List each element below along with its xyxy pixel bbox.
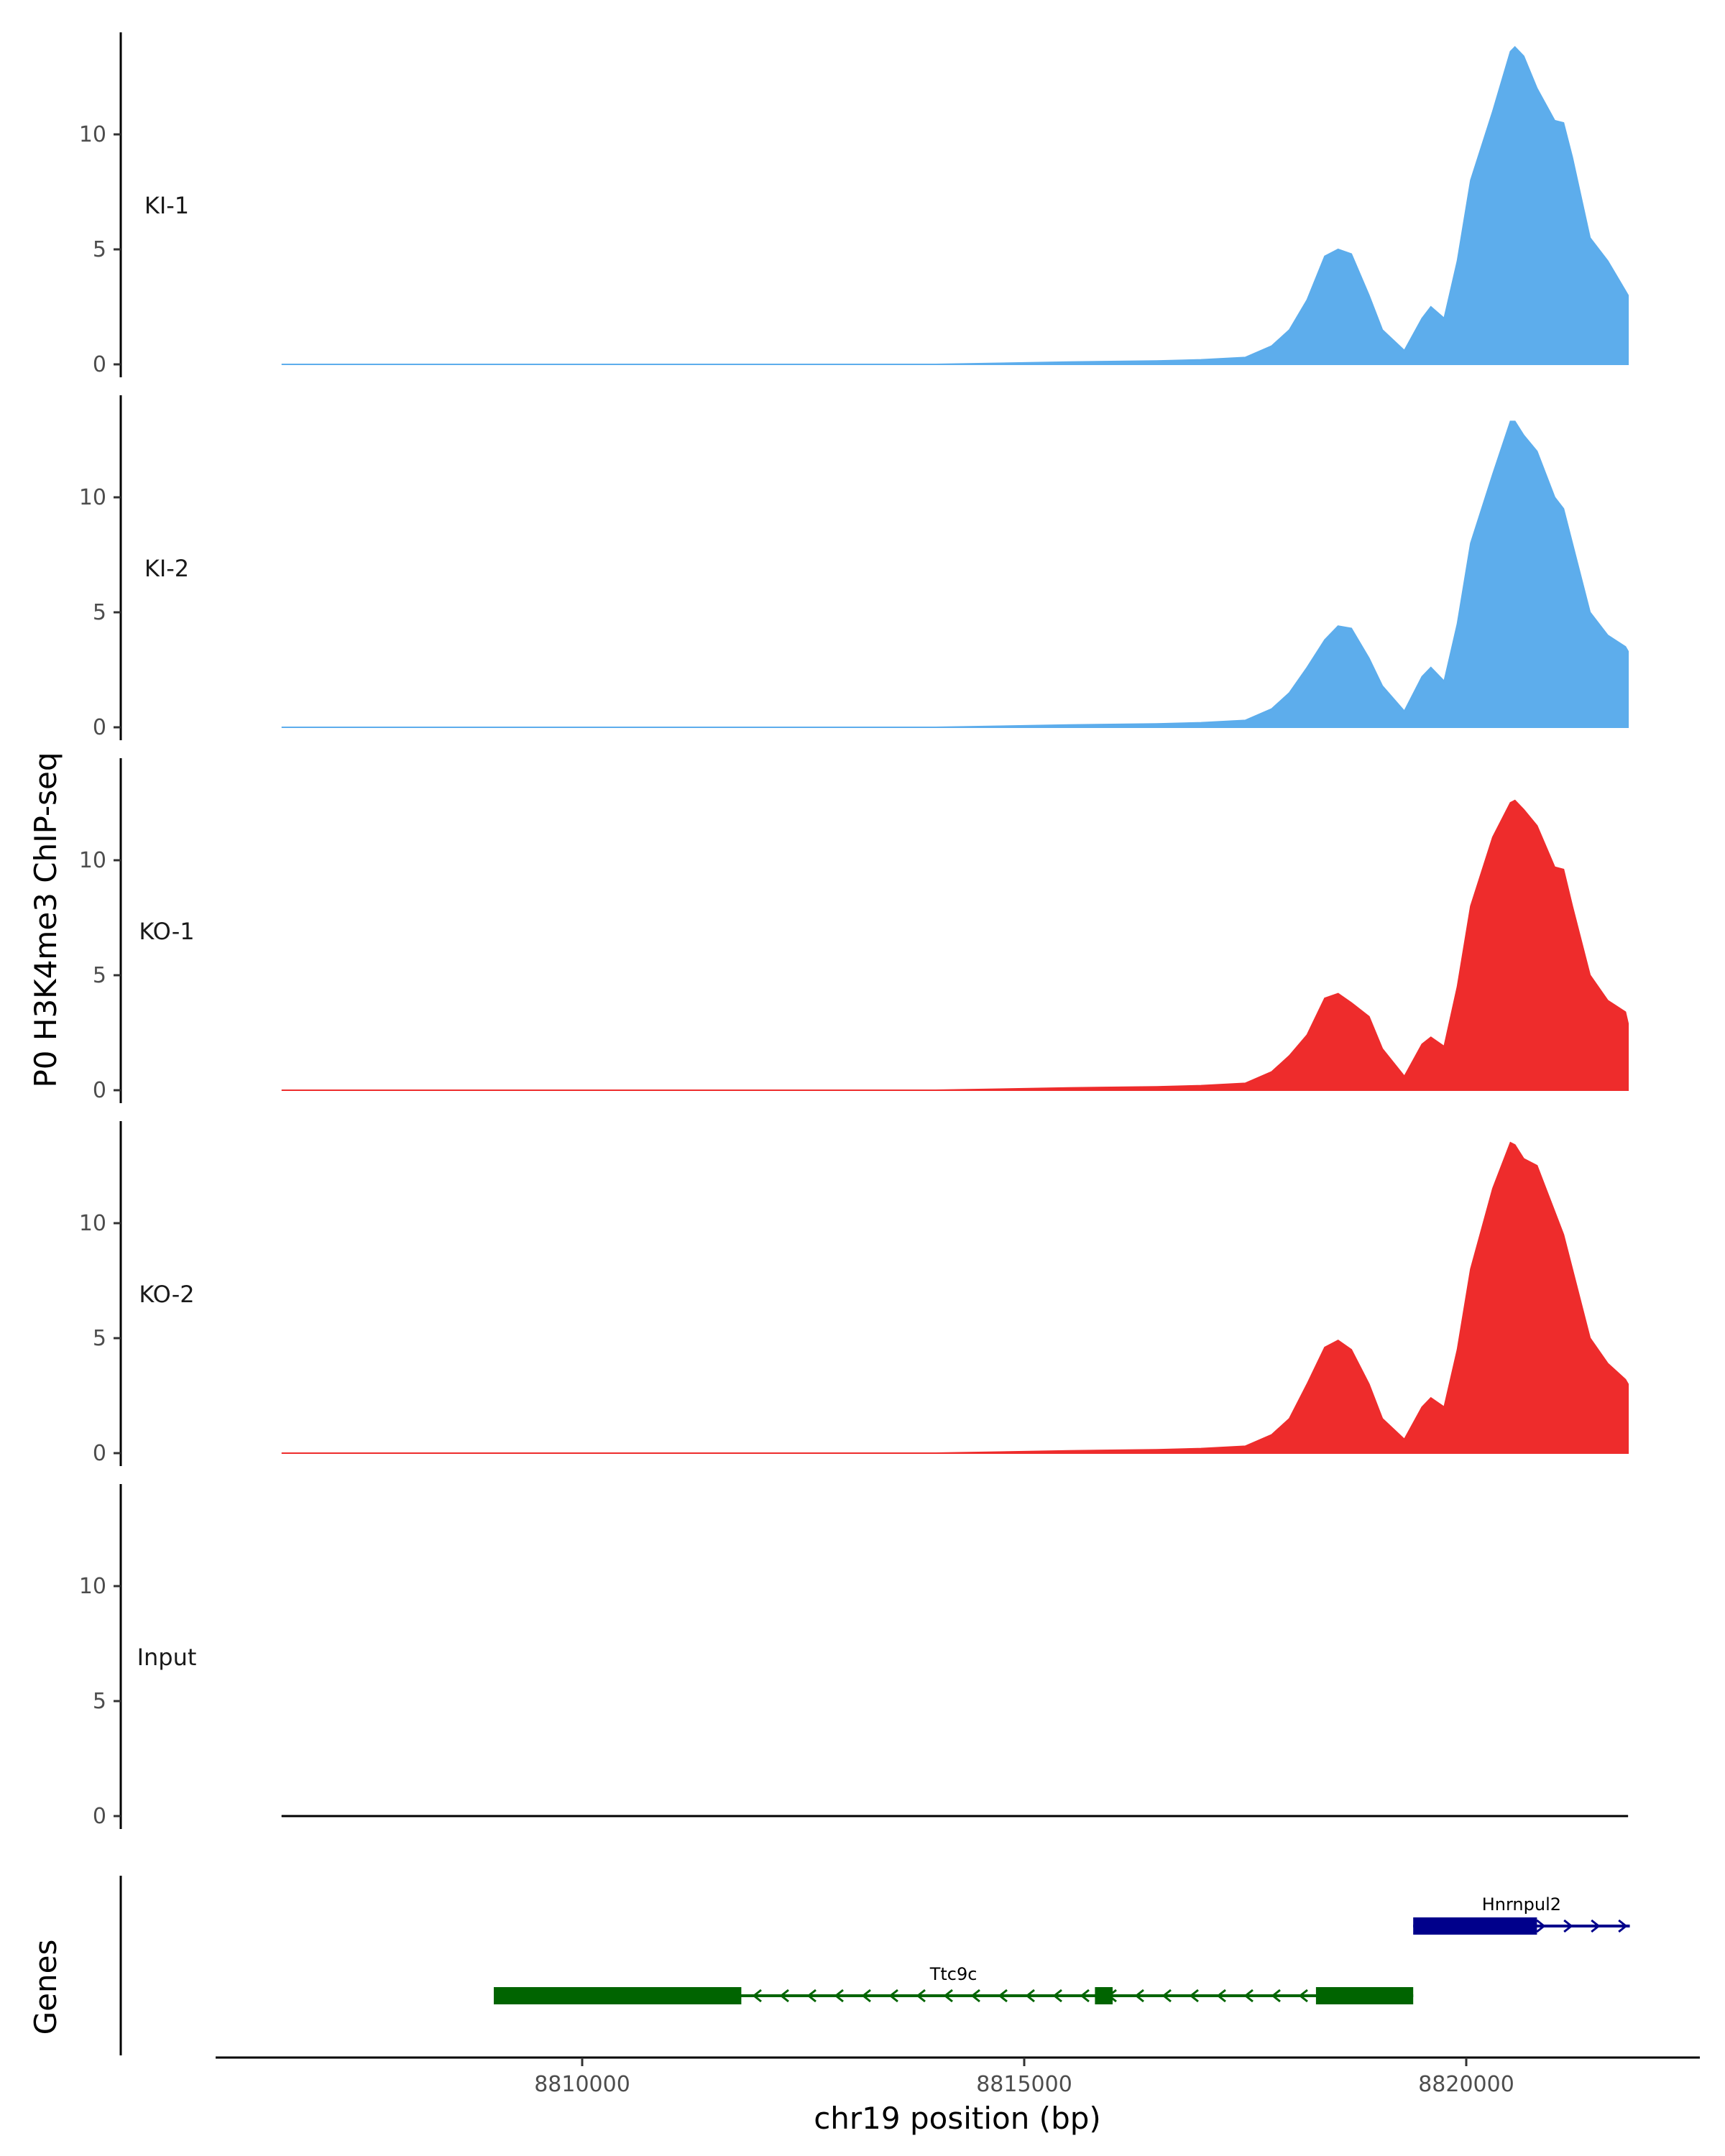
strand-arrow [888, 1989, 898, 2003]
track-label: KO-1 [139, 918, 194, 945]
strand-arrow [752, 1989, 762, 2003]
strand-arrow [998, 1989, 1008, 2003]
track-ko-2: 0 5 10 KO-2 [79, 1121, 1629, 1466]
strand-arrow [779, 1989, 789, 2003]
track-label: KI-1 [144, 192, 189, 219]
y-tick-label: 10 [79, 1211, 106, 1236]
y-tick-label: 5 [93, 1689, 106, 1714]
y-tick-label: 5 [93, 600, 106, 625]
y-tick-label: 5 [93, 963, 106, 988]
track-ki-2: 0 5 10 KI-2 [79, 395, 1629, 740]
strand-arrow [1080, 1989, 1090, 2003]
track-input: 0 5 10 Input [79, 1484, 1629, 1829]
strand-arrow [861, 1989, 871, 2003]
y-tick-label: 0 [93, 352, 106, 377]
strand-arrow [1298, 1989, 1308, 2003]
y-tick-label: 0 [93, 715, 106, 740]
gene-label: Ttc9c [929, 1964, 978, 1984]
y-tick-label: 0 [93, 1804, 106, 1829]
strand-arrow [806, 1989, 816, 2003]
gene-exon [1413, 1917, 1537, 1935]
strand-arrow [1189, 1989, 1199, 2003]
gene-label: Hnrnpul2 [1482, 1894, 1561, 1915]
strand-arrow [943, 1989, 953, 2003]
y-tick-label: 10 [79, 848, 106, 873]
y-tick-label: 5 [93, 237, 106, 262]
strand-arrow [1271, 1989, 1281, 2003]
track-ko-1: 0 5 10 KO-1 [79, 758, 1629, 1103]
track-label: KO-2 [139, 1281, 194, 1308]
y-tick-label: 10 [79, 1574, 106, 1599]
strand-arrow [1563, 1919, 1573, 1933]
gene-exon [1315, 1987, 1414, 2004]
strand-arrow [1243, 1989, 1254, 2003]
genes-group: Hnrnpul2 Ttc9c [119, 1876, 1630, 2055]
signal-area [281, 420, 1629, 728]
strand-arrow [1216, 1989, 1226, 2003]
signal-area [281, 45, 1629, 365]
strand-arrow [1591, 1919, 1601, 1933]
x-tick-label: 8810000 [534, 2072, 630, 2097]
strand-arrow [1052, 1989, 1062, 2003]
x-axis-title: chr19 position (bp) [814, 2101, 1101, 2136]
strand-arrow [834, 1989, 844, 2003]
genes-axis-title: Genes [28, 1940, 63, 2035]
gene-ttc9c: Ttc9c [494, 1964, 1414, 2004]
signal-area [281, 1141, 1629, 1454]
gene-exon [494, 1987, 742, 2004]
y-tick-label: 10 [79, 122, 106, 147]
strand-arrow [1025, 1989, 1035, 2003]
strand-arrow [970, 1989, 980, 2003]
strand-arrow [1536, 1919, 1546, 1933]
tracks-group: 0 5 10 KI-1 0 5 10 KI-2 0 5 10 KO-1 0 5 10 KO-2 0 5 10 Inpu… [79, 32, 1629, 1829]
x-tick-label: 8815000 [976, 2072, 1072, 2097]
strand-arrow [1618, 1919, 1628, 1933]
gene-hnrnpul2: Hnrnpul2 [1413, 1894, 1630, 1935]
x-tick-label: 8820000 [1418, 2072, 1514, 2097]
y-tick-label: 10 [79, 485, 106, 510]
y-axis-title: P0 H3K4me3 ChIP-seq [28, 752, 63, 1087]
y-tick-label: 0 [93, 1078, 106, 1103]
track-label: KI-2 [144, 555, 189, 582]
signal-area [281, 799, 1629, 1091]
track-label: Input [137, 1644, 197, 1671]
gene-exon [1095, 1987, 1113, 2004]
track-ki-1: 0 5 10 KI-1 [79, 32, 1629, 377]
strand-arrow [1134, 1989, 1144, 2003]
y-tick-label: 5 [93, 1326, 106, 1351]
x-axis: 8810000 8815000 8820000 [216, 2056, 1700, 2097]
strand-arrow [1162, 1989, 1172, 2003]
y-tick-label: 0 [93, 1441, 106, 1466]
strand-arrow [916, 1989, 926, 2003]
